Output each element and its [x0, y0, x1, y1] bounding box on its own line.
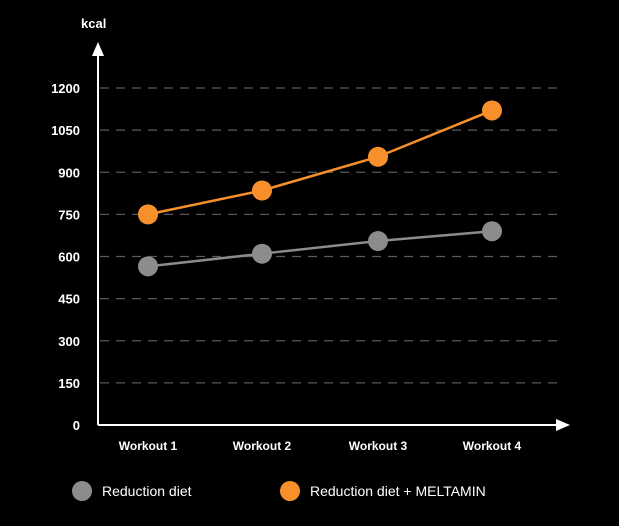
x-tick-labels: Workout 1 Workout 2 Workout 3 Workout 4	[119, 439, 522, 453]
series-2	[138, 100, 502, 225]
y-tick-label: 300	[58, 334, 80, 349]
x-tick-label: Workout 4	[463, 439, 522, 453]
y-tick-label: 900	[58, 165, 80, 180]
x-tick-label: Workout 1	[119, 439, 178, 453]
grid-lines	[100, 87, 562, 384]
legend-label: Reduction diet + MELTAMIN	[310, 483, 486, 499]
y-tick-label: 600	[58, 250, 80, 265]
data-point	[138, 256, 158, 277]
x-tick-label: Workout 3	[349, 439, 408, 453]
series-line	[147, 109, 493, 216]
axes: kcal	[81, 16, 570, 431]
data-point	[368, 231, 388, 252]
data-point	[138, 204, 158, 225]
series	[138, 100, 502, 277]
x-tick-label: Workout 2	[233, 439, 292, 453]
legend-item: Reduction diet	[72, 481, 192, 501]
y-tick-label: 450	[58, 292, 80, 307]
data-point	[252, 180, 272, 201]
y-tick-label: 1200	[51, 81, 80, 96]
series-line	[147, 229, 493, 268]
legend-item: Reduction diet + MELTAMIN	[280, 481, 486, 501]
series-1	[138, 221, 502, 277]
y-axis-unit-label: kcal	[81, 16, 106, 31]
legend: Reduction diet Reduction diet + MELTAMIN	[72, 481, 486, 501]
y-tick-label: 1050	[51, 123, 80, 138]
y-tick-label: 0	[73, 418, 80, 433]
y-axis-arrow	[92, 42, 104, 56]
data-point	[252, 243, 272, 264]
data-point	[368, 146, 388, 167]
y-tick-label: 150	[58, 376, 80, 391]
data-point	[482, 221, 502, 242]
legend-swatch	[72, 481, 92, 501]
y-tick-label: 750	[58, 207, 80, 222]
data-point	[482, 100, 502, 121]
legend-swatch	[280, 481, 300, 501]
x-axis-arrow	[556, 419, 570, 431]
y-tick-labels: 0 150 300 450 600 750 900 1050 1200	[51, 81, 80, 433]
legend-label: Reduction diet	[102, 483, 192, 499]
